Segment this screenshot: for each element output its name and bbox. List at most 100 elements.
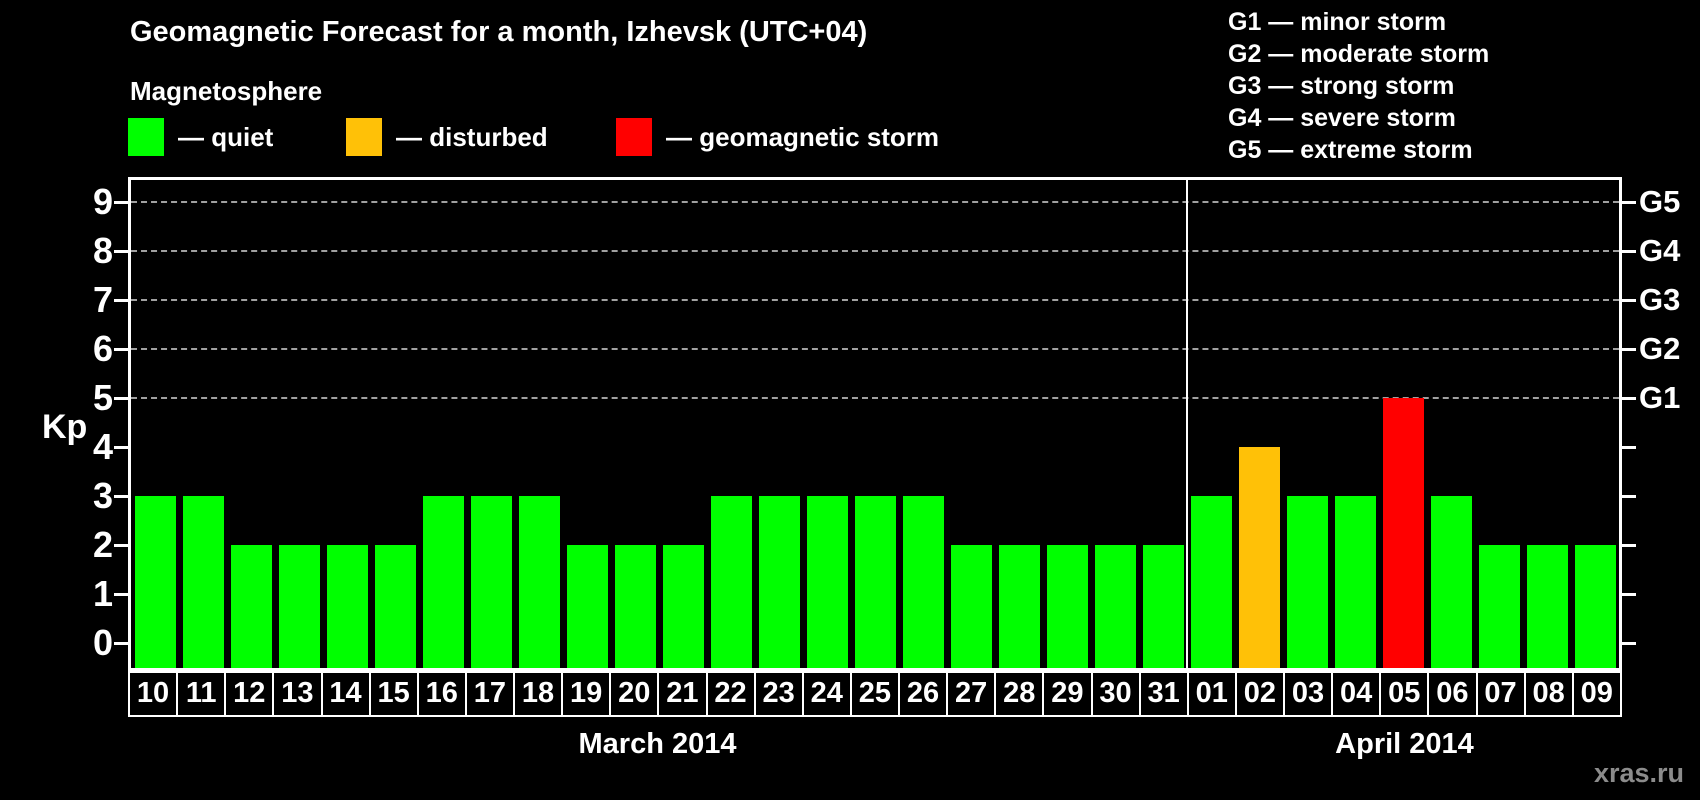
legend-item-storm: — geomagnetic storm: [616, 118, 939, 156]
gridline-kp6: [131, 348, 1619, 350]
bar-day-09: [1574, 545, 1616, 668]
day-cell-21: 21: [657, 671, 708, 717]
magnetosphere-label: Magnetosphere: [130, 76, 323, 106]
disturbed-color-swatch: [346, 118, 382, 156]
bar-day-29: [1046, 545, 1088, 668]
legend-storm-label: — geomagnetic storm: [666, 121, 940, 152]
day-cell-24: 24: [801, 671, 852, 717]
bar-day-02: [1238, 447, 1280, 668]
bar-day-13: [278, 545, 320, 668]
bar-day-19: [566, 545, 608, 668]
watermark-xras: xras.ru: [1593, 758, 1684, 788]
y-tick-left-5: [114, 397, 128, 400]
y-tick-left-3: [114, 495, 128, 498]
day-cell-09: 09: [1571, 671, 1622, 717]
month-label-april: April 2014: [1335, 728, 1474, 760]
bar-day-07: [1478, 545, 1520, 668]
month-label-march: March 2014: [578, 728, 737, 760]
y-tick-left-8: [114, 250, 128, 253]
bar-day-24: [806, 496, 848, 668]
bar-day-27: [950, 545, 992, 668]
g4-legend-line: G4 — severe storm: [1228, 104, 1456, 132]
day-cell-30: 30: [1090, 671, 1141, 717]
y-axis-label-8: 8: [92, 230, 113, 271]
bar-day-15: [374, 545, 416, 668]
day-cell-31: 31: [1138, 671, 1189, 717]
y-tick-right-0: [1622, 642, 1636, 645]
legend-quiet-label: — quiet: [178, 121, 274, 152]
day-cell-25: 25: [849, 671, 900, 717]
g5-legend-line: G5 — extreme storm: [1228, 136, 1473, 164]
gridline-kp9: [131, 201, 1619, 203]
day-cell-27: 27: [946, 671, 997, 717]
legend-item-disturbed: — disturbed: [346, 118, 548, 156]
y-axis-label-7: 7: [92, 279, 113, 320]
g-scale-legend: G1 — minor storm G2 — moderate storm G3 …: [1228, 6, 1489, 166]
y-tick-left-4: [114, 446, 128, 449]
g2-legend-line: G2 — moderate storm: [1228, 40, 1490, 68]
y-axis-label-3: 3: [92, 475, 113, 516]
storm-color-swatch: [616, 118, 652, 156]
bar-day-10: [134, 496, 176, 668]
day-cell-14: 14: [320, 671, 371, 717]
y-tick-right-9: [1622, 201, 1636, 204]
bar-day-08: [1526, 545, 1568, 668]
page-title: Geomagnetic Forecast for a month, Izhevs…: [130, 16, 868, 48]
day-cell-19: 19: [561, 671, 612, 717]
month-separator-line: [1186, 180, 1188, 668]
y-tick-left-9: [114, 201, 128, 204]
bar-day-21: [662, 545, 704, 668]
bar-day-14: [326, 545, 368, 668]
day-cell-16: 16: [416, 671, 467, 717]
quiet-color-swatch: [128, 118, 164, 156]
day-cell-26: 26: [898, 671, 949, 717]
bar-day-16: [422, 496, 464, 668]
day-cell-02: 02: [1234, 671, 1285, 717]
y-tick-right-3: [1622, 495, 1636, 498]
y-tick-right-5: [1622, 397, 1636, 400]
y-tick-left-0: [114, 642, 128, 645]
y-tick-left-6: [114, 348, 128, 351]
bar-day-30: [1094, 545, 1136, 668]
day-cell-22: 22: [705, 671, 756, 717]
bar-day-20: [614, 545, 656, 668]
day-cell-11: 11: [176, 671, 227, 717]
y-axis-label-9: 9: [92, 181, 113, 222]
y-tick-left-1: [114, 593, 128, 596]
bar-day-17: [470, 496, 512, 668]
bar-day-23: [758, 496, 800, 668]
bar-day-04: [1334, 496, 1376, 668]
g3-legend-line: G3 — strong storm: [1228, 72, 1455, 100]
day-cell-04: 04: [1331, 671, 1382, 717]
bar-day-05: [1382, 398, 1424, 668]
y-axis-label-1: 1: [92, 573, 113, 614]
y-tick-right-4: [1622, 446, 1636, 449]
day-cell-10: 10: [128, 671, 179, 717]
day-cell-17: 17: [464, 671, 515, 717]
bar-day-22: [710, 496, 752, 668]
right-axis-label-g1: G1: [1639, 380, 1681, 415]
y-axis-label-6: 6: [92, 328, 113, 369]
plot-area: G1 G2 G3 G4 G5 0 1 2 3 4 5 6 7 8 9: [93, 177, 1680, 671]
day-cell-01: 01: [1186, 671, 1237, 717]
y-tick-right-6: [1622, 348, 1636, 351]
y-axis-label-0: 0: [92, 622, 113, 663]
bar-day-25: [854, 496, 896, 668]
bar-day-18: [518, 496, 560, 668]
y-axis-label-2: 2: [92, 524, 113, 565]
y-tick-right-2: [1622, 544, 1636, 547]
y-tick-left-2: [114, 544, 128, 547]
gridline-kp7: [131, 299, 1619, 301]
right-axis-label-g3: G3: [1639, 282, 1681, 317]
day-cell-06: 06: [1427, 671, 1478, 717]
day-axis-row: 10 11 12 13 14 15 16 17 18 19 20 21 22 23 24 25 26 27 28 29…: [128, 671, 1622, 717]
y-tick-left-7: [114, 299, 128, 302]
bar-day-01: [1190, 496, 1232, 668]
right-axis-label-g4: G4: [1639, 233, 1681, 268]
bar-day-31: [1142, 545, 1184, 668]
g1-legend-line: G1 — minor storm: [1228, 8, 1447, 36]
day-cell-18: 18: [513, 671, 564, 717]
bar-day-06: [1430, 496, 1472, 668]
gridline-kp8: [131, 250, 1619, 252]
